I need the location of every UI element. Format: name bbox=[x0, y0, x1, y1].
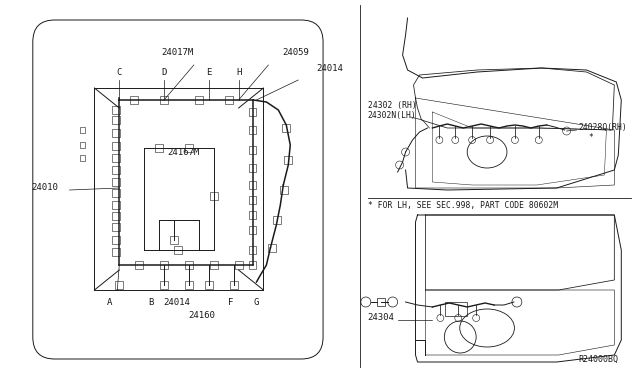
Bar bbox=[210, 261, 218, 269]
Bar bbox=[280, 186, 288, 194]
Bar bbox=[273, 216, 282, 224]
Text: 24014: 24014 bbox=[163, 298, 190, 307]
Bar bbox=[113, 212, 120, 220]
Bar bbox=[210, 192, 218, 200]
Bar bbox=[248, 226, 257, 234]
Bar bbox=[445, 302, 467, 316]
Bar bbox=[113, 142, 120, 150]
Bar bbox=[248, 211, 257, 219]
Text: R24000BQ: R24000BQ bbox=[579, 355, 618, 364]
Bar bbox=[248, 164, 257, 172]
Text: 24059: 24059 bbox=[283, 48, 310, 57]
Bar bbox=[160, 261, 168, 269]
Bar bbox=[113, 189, 120, 197]
Bar bbox=[79, 142, 86, 148]
Bar bbox=[248, 108, 257, 116]
Bar bbox=[79, 127, 86, 133]
Bar bbox=[282, 124, 291, 132]
Bar bbox=[225, 96, 232, 104]
Bar bbox=[248, 146, 257, 154]
Bar bbox=[248, 246, 257, 254]
Text: C: C bbox=[116, 68, 122, 77]
Bar bbox=[113, 106, 120, 114]
Text: 24017M: 24017M bbox=[161, 48, 193, 57]
Text: 24010: 24010 bbox=[32, 183, 59, 192]
Bar bbox=[248, 196, 257, 204]
Bar bbox=[113, 236, 120, 244]
Bar bbox=[185, 261, 193, 269]
Bar bbox=[235, 261, 243, 269]
Text: 24304: 24304 bbox=[368, 313, 395, 322]
Bar bbox=[205, 281, 212, 289]
Bar bbox=[185, 144, 193, 152]
Bar bbox=[79, 155, 86, 161]
Bar bbox=[248, 261, 257, 269]
Bar bbox=[195, 96, 203, 104]
Text: D: D bbox=[161, 68, 166, 77]
Bar bbox=[248, 126, 257, 134]
Bar bbox=[155, 144, 163, 152]
Bar bbox=[113, 166, 120, 174]
Bar bbox=[130, 96, 138, 104]
Text: A: A bbox=[107, 298, 112, 307]
Text: *: * bbox=[589, 133, 593, 142]
Text: 24302N(LH): 24302N(LH) bbox=[368, 111, 417, 120]
Bar bbox=[113, 178, 120, 186]
Bar bbox=[113, 223, 120, 231]
Bar bbox=[160, 281, 168, 289]
Bar bbox=[248, 181, 257, 189]
Text: G: G bbox=[254, 298, 259, 307]
Text: 24014: 24014 bbox=[316, 64, 343, 73]
Bar bbox=[113, 129, 120, 137]
Bar bbox=[268, 244, 276, 252]
Text: B: B bbox=[148, 298, 154, 307]
Text: E: E bbox=[206, 68, 211, 77]
Text: 24028Q(RH): 24028Q(RH) bbox=[579, 123, 627, 132]
Bar bbox=[113, 248, 120, 256]
Bar bbox=[174, 246, 182, 254]
Bar bbox=[135, 261, 143, 269]
Bar bbox=[115, 281, 124, 289]
Bar bbox=[113, 116, 120, 124]
Text: 24302 (RH): 24302 (RH) bbox=[368, 101, 417, 110]
Text: 24160: 24160 bbox=[188, 311, 215, 320]
Bar bbox=[185, 281, 193, 289]
Bar bbox=[170, 236, 178, 244]
Bar bbox=[160, 96, 168, 104]
Text: H: H bbox=[236, 68, 241, 77]
Bar bbox=[284, 156, 292, 164]
Text: F: F bbox=[228, 298, 234, 307]
Text: 24167M: 24167M bbox=[168, 148, 200, 157]
Bar bbox=[377, 298, 385, 306]
Bar bbox=[113, 154, 120, 162]
Bar bbox=[113, 201, 120, 209]
Text: * FOR LH, SEE SEC.998, PART CODE 80602M: * FOR LH, SEE SEC.998, PART CODE 80602M bbox=[368, 201, 558, 210]
Bar bbox=[230, 281, 237, 289]
